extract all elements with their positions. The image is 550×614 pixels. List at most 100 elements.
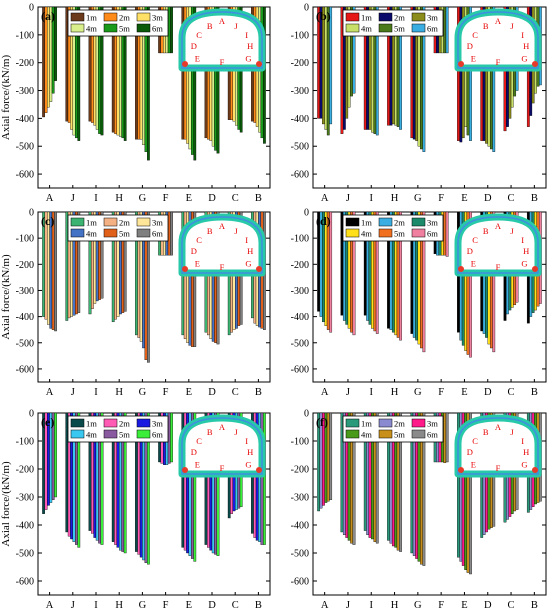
tunnel-point-label: J	[510, 226, 514, 236]
bar-G-6m	[422, 412, 426, 566]
legend-swatch	[70, 228, 85, 238]
x-tick-label: F	[438, 193, 444, 204]
x-tick-label: A	[46, 387, 54, 398]
y-tick-label: -500	[16, 549, 34, 560]
tunnel-point-label: E	[471, 459, 476, 469]
tunnel-point-label: F	[220, 463, 225, 473]
bar-G-6m	[422, 211, 426, 353]
bar-H-6m	[399, 412, 402, 552]
tunnel-point-label: C	[196, 436, 202, 446]
tunnel-point-label: B	[207, 226, 213, 236]
x-tick-label: A	[321, 600, 329, 611]
legend-swatch	[103, 12, 118, 22]
legend-swatch	[411, 12, 426, 22]
legend-swatch	[103, 429, 118, 439]
x-tick-label: D	[484, 193, 492, 204]
y-tick-label: -300	[291, 86, 309, 97]
bar-G-6m	[422, 6, 426, 152]
tunnel-lining-inner	[181, 11, 263, 69]
y-tick-label: -500	[291, 549, 309, 560]
x-tick-label: I	[94, 387, 98, 398]
legend-label: 5m	[394, 430, 405, 440]
legend-label: 4m	[361, 229, 372, 239]
legend-label: 4m	[86, 229, 97, 239]
bar-A-5m	[326, 211, 330, 330]
bar-H-6m	[123, 6, 127, 141]
legend: 1m 2m 3m 4m 5m 6m	[67, 9, 169, 37]
legend-swatch	[103, 228, 118, 238]
x-tick-label: J	[346, 193, 350, 204]
x-tick-label: A	[46, 193, 54, 204]
bar-A-4m	[49, 211, 53, 329]
tunnel-lining-inner	[181, 216, 263, 274]
legend-label: 3m	[152, 218, 163, 228]
legend-swatch	[411, 23, 426, 33]
legend-label: 2m	[119, 419, 130, 429]
tunnel-point-label: G	[521, 459, 527, 469]
legend-label: 2m	[394, 419, 405, 429]
legend-swatch	[70, 429, 85, 439]
y-tick-label: 0	[304, 409, 309, 420]
stress-hotspot	[182, 467, 188, 473]
stress-hotspot	[532, 266, 538, 272]
tunnel-point-label: A	[219, 422, 226, 432]
x-tick-label: B	[255, 193, 262, 204]
bar-A-4m	[324, 6, 328, 130]
x-tick-label: F	[438, 387, 444, 398]
bar-A-2m	[44, 211, 48, 320]
bar-F-6m	[445, 412, 449, 463]
legend-label: 6m	[427, 430, 438, 440]
tunnel-point-label: F	[496, 463, 501, 473]
tunnel-point-label: H	[523, 246, 529, 256]
x-tick-label: B	[531, 193, 538, 204]
x-tick-label: A	[321, 387, 329, 398]
y-tick-label: -100	[16, 30, 34, 41]
tunnel-point-label: H	[247, 41, 253, 51]
plot-frame	[312, 211, 547, 383]
tunnel-point-label: J	[234, 21, 238, 31]
legend-swatch	[136, 23, 151, 33]
y-tick-label: 0	[304, 3, 309, 14]
x-tick-label: C	[232, 387, 239, 398]
legend-label: 6m	[427, 24, 438, 34]
legend-swatch	[136, 12, 151, 22]
tunnel-point-label: E	[195, 53, 200, 63]
bar-J-6m	[77, 6, 81, 141]
plot-frame	[37, 412, 271, 596]
x-tick-label: B	[255, 387, 262, 398]
bar-E-6m	[193, 6, 197, 161]
bar-I-6m	[375, 412, 379, 544]
panel-label: (b)	[316, 9, 331, 23]
legend-label: 3m	[427, 13, 438, 23]
bar-I-6m	[100, 412, 104, 545]
legend: 1m 2m 3m 4m 5m 6m	[67, 415, 169, 443]
x-tick-label: I	[370, 193, 374, 204]
legend-swatch	[378, 12, 393, 22]
x-tick-label: J	[71, 193, 75, 204]
bar-F-6m	[170, 6, 173, 54]
legend-box	[67, 415, 169, 443]
y-tick-label: -500	[16, 142, 34, 153]
tunnel-point-label: G	[245, 459, 251, 469]
bar-J-6m	[352, 211, 356, 336]
tunnel-point-label: C	[472, 436, 478, 446]
x-tick-label: F	[163, 193, 169, 204]
legend-swatch	[70, 23, 85, 33]
y-tick-label: -300	[291, 286, 309, 297]
x-tick-label: B	[531, 387, 538, 398]
x-tick-label: D	[484, 600, 492, 611]
legend-label: 1m	[361, 218, 372, 228]
panel-label: (a)	[41, 9, 55, 23]
x-tick-label: C	[508, 193, 515, 204]
tunnel-point-label: F	[220, 57, 225, 67]
y-axis-label: Axial force/(kN/m)	[0, 254, 12, 340]
bar-B-6m	[263, 6, 266, 144]
x-tick-label: B	[531, 600, 538, 611]
tunnel-point-label: H	[247, 447, 253, 457]
x-tick-label: E	[186, 387, 192, 398]
y-tick-label: -300	[291, 493, 309, 504]
bar-H-6m	[123, 211, 127, 312]
